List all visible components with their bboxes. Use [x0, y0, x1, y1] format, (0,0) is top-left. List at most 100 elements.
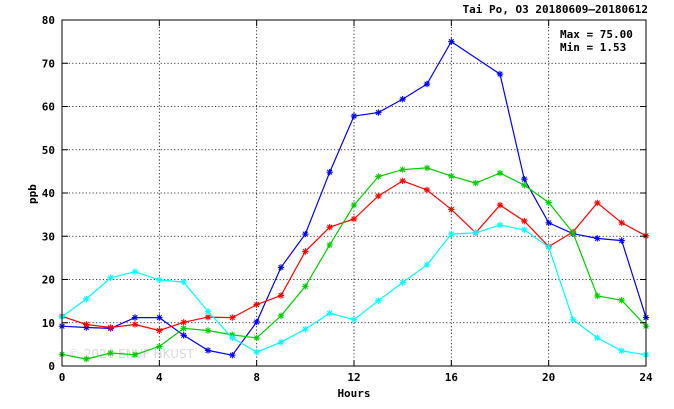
data-point — [131, 314, 139, 321]
data-point — [521, 182, 528, 189]
data-point — [496, 169, 504, 177]
data-point — [156, 327, 163, 334]
data-point — [229, 351, 236, 359]
data-point — [302, 283, 309, 290]
data-point — [253, 301, 260, 308]
data-point — [180, 325, 187, 332]
data-point — [204, 308, 212, 315]
data-point — [253, 348, 260, 356]
data-point — [618, 297, 625, 304]
data-point — [496, 70, 504, 78]
data-point — [253, 334, 260, 342]
series-3 — [58, 164, 650, 363]
data-point — [618, 237, 625, 244]
y-tick-label: 20 — [42, 274, 55, 287]
axis-ticks: 0 4 8 12 16 20 24 0 10 20 30 40 50 60 70 80 — [42, 14, 653, 384]
data-point — [107, 274, 114, 281]
data-point — [131, 268, 139, 275]
data-point — [399, 177, 406, 185]
x-tick-label: 8 — [253, 371, 260, 384]
data-point — [375, 173, 382, 180]
y-tick-label: 80 — [42, 14, 55, 27]
data-point — [448, 172, 455, 180]
data-point — [375, 297, 382, 304]
data-point — [618, 219, 625, 227]
series-4 — [58, 221, 650, 358]
series-1 — [58, 38, 650, 359]
data-point — [204, 327, 212, 334]
data-point — [350, 112, 358, 120]
data-point — [326, 310, 333, 317]
data-point — [180, 278, 187, 286]
data-point — [472, 179, 479, 187]
y-tick-label: 30 — [42, 230, 55, 243]
series-line — [61, 40, 647, 356]
x-axis-label: Hours — [337, 387, 370, 400]
data-point — [569, 229, 577, 236]
data-point — [277, 292, 285, 299]
data-point — [423, 186, 431, 194]
data-point — [229, 314, 236, 321]
data-point — [156, 276, 163, 284]
x-tick-label: 16 — [445, 371, 459, 384]
data-point — [545, 243, 552, 251]
data-point — [545, 219, 552, 227]
data-point — [302, 248, 309, 255]
y-tick-label: 40 — [42, 187, 55, 200]
data-point — [399, 166, 406, 173]
data-point — [326, 241, 333, 249]
data-point — [156, 314, 163, 321]
data-point — [448, 230, 455, 238]
data-point — [277, 312, 285, 320]
data-point — [521, 226, 528, 233]
data-point — [204, 313, 212, 321]
data-point — [326, 223, 333, 231]
y-tick-label: 0 — [48, 360, 55, 373]
chart-title: Tai Po, O3 20180609—20180612 — [463, 3, 648, 16]
y-tick-label: 70 — [42, 57, 55, 70]
data-point — [472, 229, 479, 236]
y-axis-label: ppb — [26, 184, 39, 204]
data-point — [594, 199, 601, 207]
series-2 — [58, 177, 650, 334]
data-point — [156, 343, 163, 350]
data-point — [302, 230, 309, 238]
data-point — [229, 334, 236, 342]
data-point — [594, 292, 601, 300]
data-point — [423, 261, 431, 268]
data-point — [594, 334, 601, 342]
series-group — [58, 38, 650, 363]
x-tick-label: 20 — [542, 371, 555, 384]
data-point — [107, 324, 114, 331]
data-point — [180, 319, 187, 326]
data-point — [618, 347, 625, 355]
data-point — [204, 347, 212, 354]
data-point — [521, 217, 528, 225]
data-point — [253, 318, 260, 326]
data-point — [545, 199, 552, 206]
data-point — [277, 264, 285, 271]
data-point — [350, 215, 358, 223]
data-point — [375, 192, 382, 200]
data-point — [277, 339, 285, 346]
data-point — [399, 279, 406, 286]
data-point — [131, 321, 139, 328]
data-point — [180, 332, 187, 339]
data-point — [423, 164, 431, 172]
data-point — [83, 321, 90, 328]
min-label: Min = 1.53 — [560, 41, 626, 54]
data-point — [350, 201, 358, 209]
y-tick-label: 10 — [42, 317, 55, 330]
data-point — [399, 95, 406, 103]
x-tick-label: 0 — [59, 371, 66, 384]
data-point — [350, 316, 358, 323]
data-point — [521, 175, 528, 183]
data-point — [496, 221, 504, 229]
data-point — [83, 355, 90, 363]
data-point — [423, 80, 431, 88]
data-point — [569, 316, 577, 323]
max-label: Max = 75.00 — [560, 28, 633, 41]
data-point — [496, 201, 504, 209]
data-point — [302, 326, 309, 333]
